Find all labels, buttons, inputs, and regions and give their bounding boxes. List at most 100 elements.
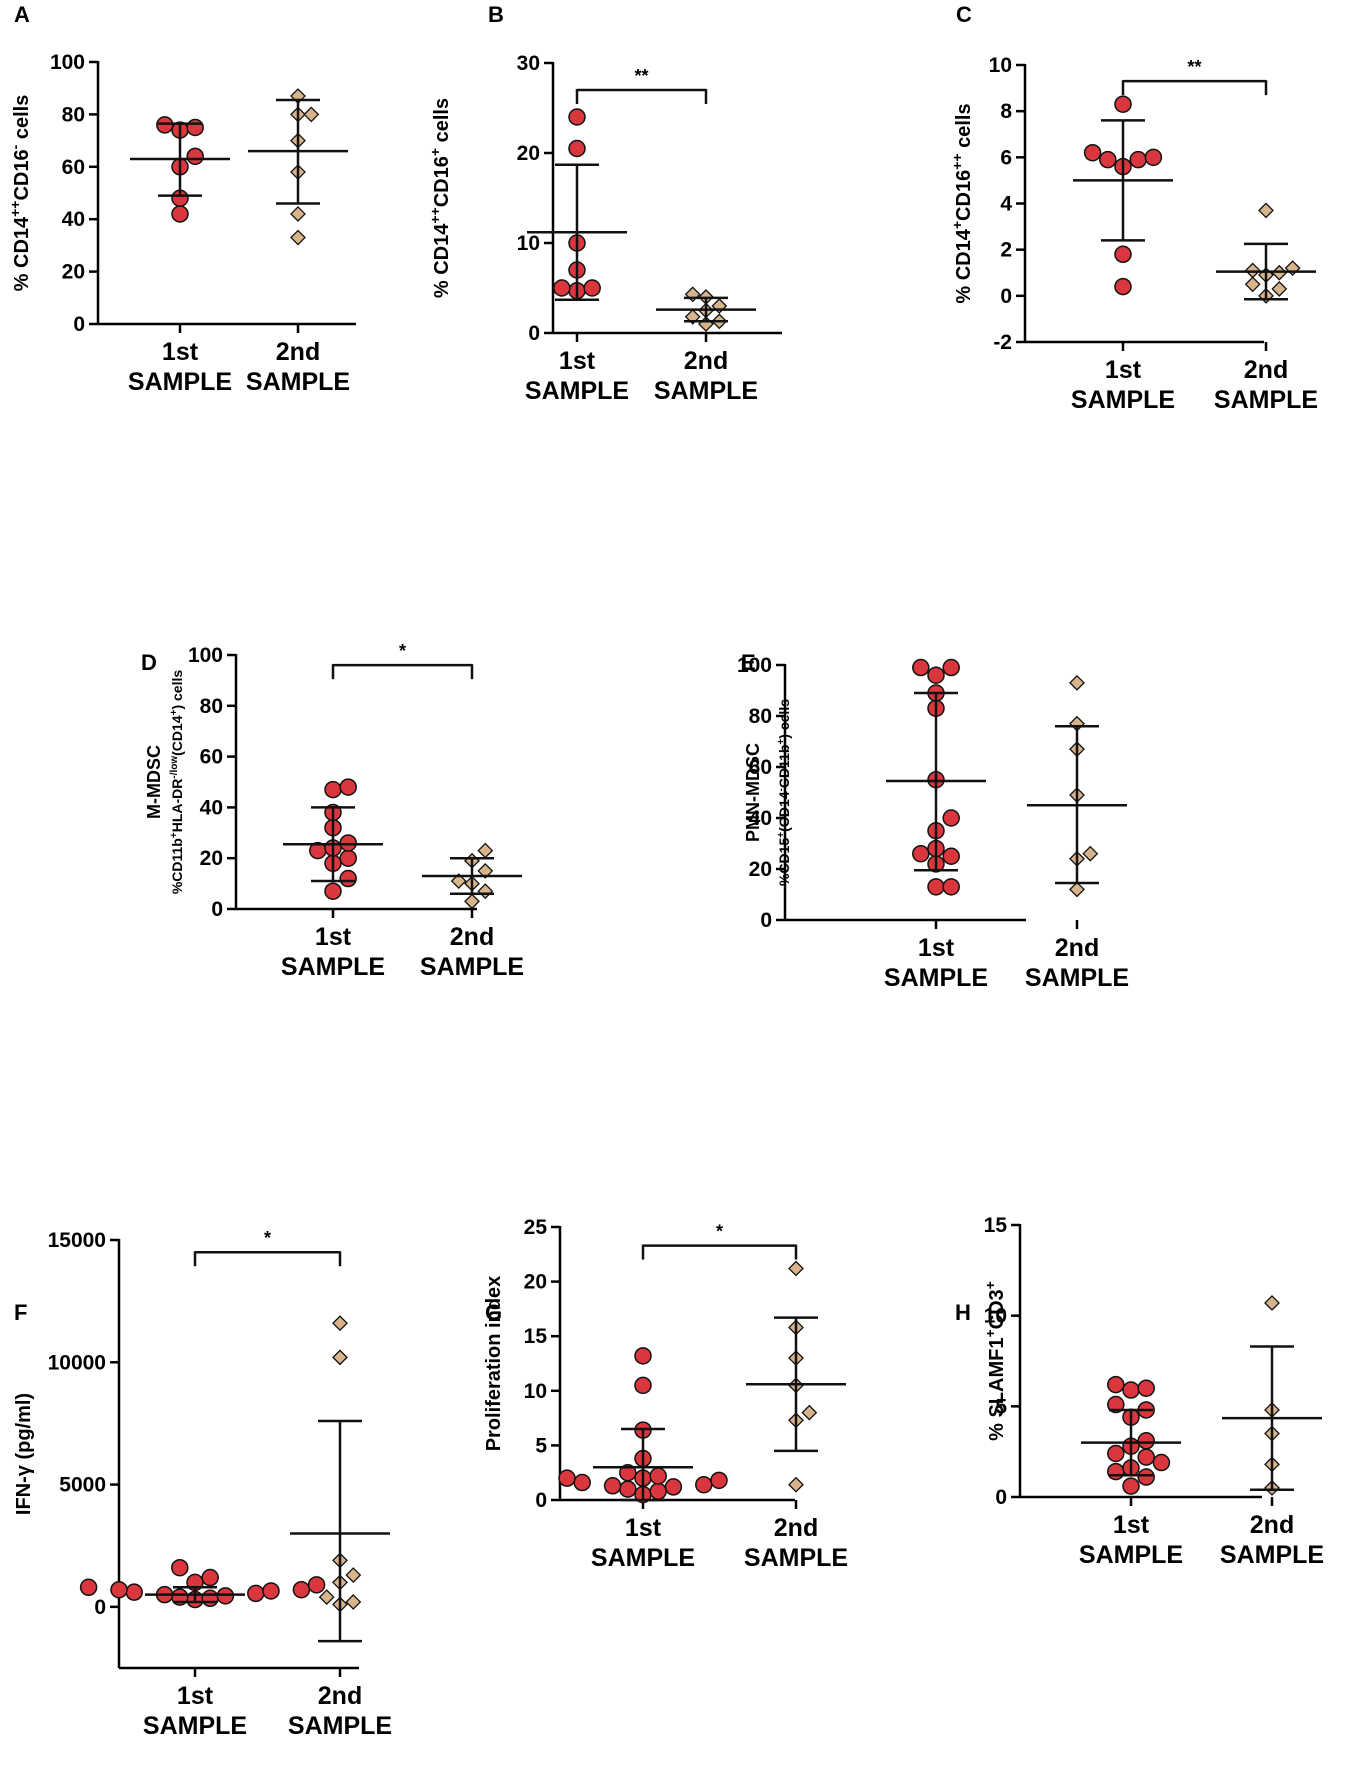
y-axis-title: % CD14++CD16+ cells <box>427 98 453 298</box>
x-category-label: 1st SAMPLE <box>143 1682 247 1740</box>
y-tick-label: 10 <box>989 54 1012 77</box>
data-point <box>568 108 586 126</box>
x-category-label: 2nd SAMPLE <box>420 923 524 981</box>
data-point <box>1244 276 1261 293</box>
y-tick-label: 40 <box>200 796 223 819</box>
x-category-label: 2nd SAMPLE <box>654 347 758 405</box>
data-point <box>553 279 571 297</box>
data-point <box>171 205 189 223</box>
data-point <box>477 883 494 900</box>
y-tick-label: 10000 <box>48 1351 106 1374</box>
data-point <box>1137 1379 1155 1397</box>
x-category-label: 1st SAMPLE <box>591 1514 695 1572</box>
y-tick-label: 20 <box>62 261 85 284</box>
data-point <box>1114 95 1132 113</box>
data-point <box>339 834 357 852</box>
y-tick-label: 60 <box>749 756 772 779</box>
y-tick-label: 0 <box>94 1596 106 1619</box>
y-tick-label: 20 <box>517 142 540 165</box>
data-point <box>79 1578 98 1597</box>
y-tick-label: 20 <box>749 858 772 881</box>
data-point <box>1107 1444 1125 1463</box>
panel-letter: C <box>956 2 972 27</box>
data-point <box>1137 1468 1155 1486</box>
data-point <box>1264 1295 1280 1311</box>
y-tick-label: 10 <box>517 232 540 255</box>
panel-c: C -2 0 2 4 6 8 10 1st SAMPLE 2nd SAMPLE % CD14+CD16+… <box>949 2 1318 414</box>
data-point <box>247 1584 265 1603</box>
data-point <box>345 1567 362 1583</box>
y-tick-label: 0 <box>995 1486 1007 1509</box>
x-category-label: 1st SAMPLE <box>281 923 385 981</box>
data-point <box>339 849 357 867</box>
y-axis-title: % CD14+CD16++ cells <box>949 103 975 303</box>
significance-label: ** <box>634 66 648 86</box>
x-category-label: 1st SAMPLE <box>1071 356 1175 414</box>
data-point <box>262 1582 280 1600</box>
x-category-label: 2nd SAMPLE <box>1220 1511 1324 1569</box>
data-point <box>450 873 467 889</box>
panel-h: H 0 5 10 15 1st SAMPLE 2nd SAMPLE % SLAMF1+CD3+ <box>955 1214 1324 1569</box>
data-point <box>711 298 728 314</box>
data-point <box>1284 260 1301 277</box>
y-tick-label: 5 <box>535 1434 547 1457</box>
series-second-sample <box>248 88 348 246</box>
y-tick-label: 0 <box>1000 285 1012 308</box>
data-point <box>1107 1462 1125 1481</box>
data-point <box>303 106 320 123</box>
series-second-sample <box>746 1260 846 1493</box>
y-tick-label: 15 <box>984 1214 1008 1237</box>
data-point <box>649 1482 667 1501</box>
data-point <box>1107 1395 1125 1414</box>
y-axis-title: IFN-γ (pg/ml) <box>13 1393 35 1515</box>
y-tick-label: 100 <box>737 654 772 677</box>
y-tick-label: 60 <box>200 746 223 769</box>
panel-f: F 0 5000 10000 15000 1st SAMPLE 2nd SAMPLE IFN-γ … <box>13 1228 392 1740</box>
data-point <box>290 229 306 246</box>
data-point <box>583 279 601 297</box>
panel-b: B 0 10 20 30 1st SAMPLE 2nd SAMPLE % CD14++CD16+ … <box>427 2 782 405</box>
data-point <box>558 1469 576 1487</box>
data-point <box>1114 245 1132 264</box>
y-axis-subtitle: %CD11b+HLA-DR-/low(CD14+) cells <box>169 670 186 895</box>
x-category-label: 2nd SAMPLE <box>288 1682 392 1740</box>
data-point <box>339 778 357 796</box>
y-tick-label: 0 <box>535 1489 547 1512</box>
panel-g: G 0 5 10 15 20 25 1st SAMPLE 2nd SAMPLE Proliferati… <box>483 1216 848 1572</box>
data-point <box>1082 845 1099 862</box>
y-tick-label: 2 <box>1000 239 1012 262</box>
data-point <box>1107 1375 1125 1394</box>
y-tick-label: 10 <box>524 1380 547 1403</box>
y-tick-label: 20 <box>524 1271 547 1294</box>
data-point <box>332 1315 348 1332</box>
data-point <box>1083 143 1102 162</box>
data-point <box>477 842 494 859</box>
panel-letter: D <box>141 650 157 675</box>
x-category-label: 1st SAMPLE <box>884 934 988 992</box>
series-second-sample <box>1216 202 1316 304</box>
x-category-label: 1st SAMPLE <box>1079 1511 1183 1569</box>
series-second-sample <box>290 1315 390 1643</box>
y-tick-label: 0 <box>211 898 223 921</box>
data-point <box>339 869 357 888</box>
data-point <box>1069 881 1085 898</box>
y-tick-label: 0 <box>73 313 85 336</box>
x-category-label: 1st SAMPLE <box>128 338 232 396</box>
panel-letter: E <box>741 650 756 675</box>
data-point <box>307 1576 326 1594</box>
data-point <box>477 862 494 879</box>
y-axis-title: % CD14++CD16- cells <box>7 95 33 292</box>
data-point <box>1129 150 1147 169</box>
series-first-sample <box>558 1347 728 1504</box>
data-point <box>942 658 960 677</box>
y-tick-label: 5000 <box>59 1474 106 1497</box>
data-point <box>1258 202 1274 219</box>
data-point <box>1137 1448 1155 1466</box>
significance-label: ** <box>1187 57 1201 77</box>
y-tick-label: 80 <box>200 695 223 718</box>
data-point <box>927 878 945 896</box>
data-point <box>292 1580 311 1599</box>
data-point <box>912 844 930 863</box>
y-tick-label: 15000 <box>48 1229 106 1252</box>
